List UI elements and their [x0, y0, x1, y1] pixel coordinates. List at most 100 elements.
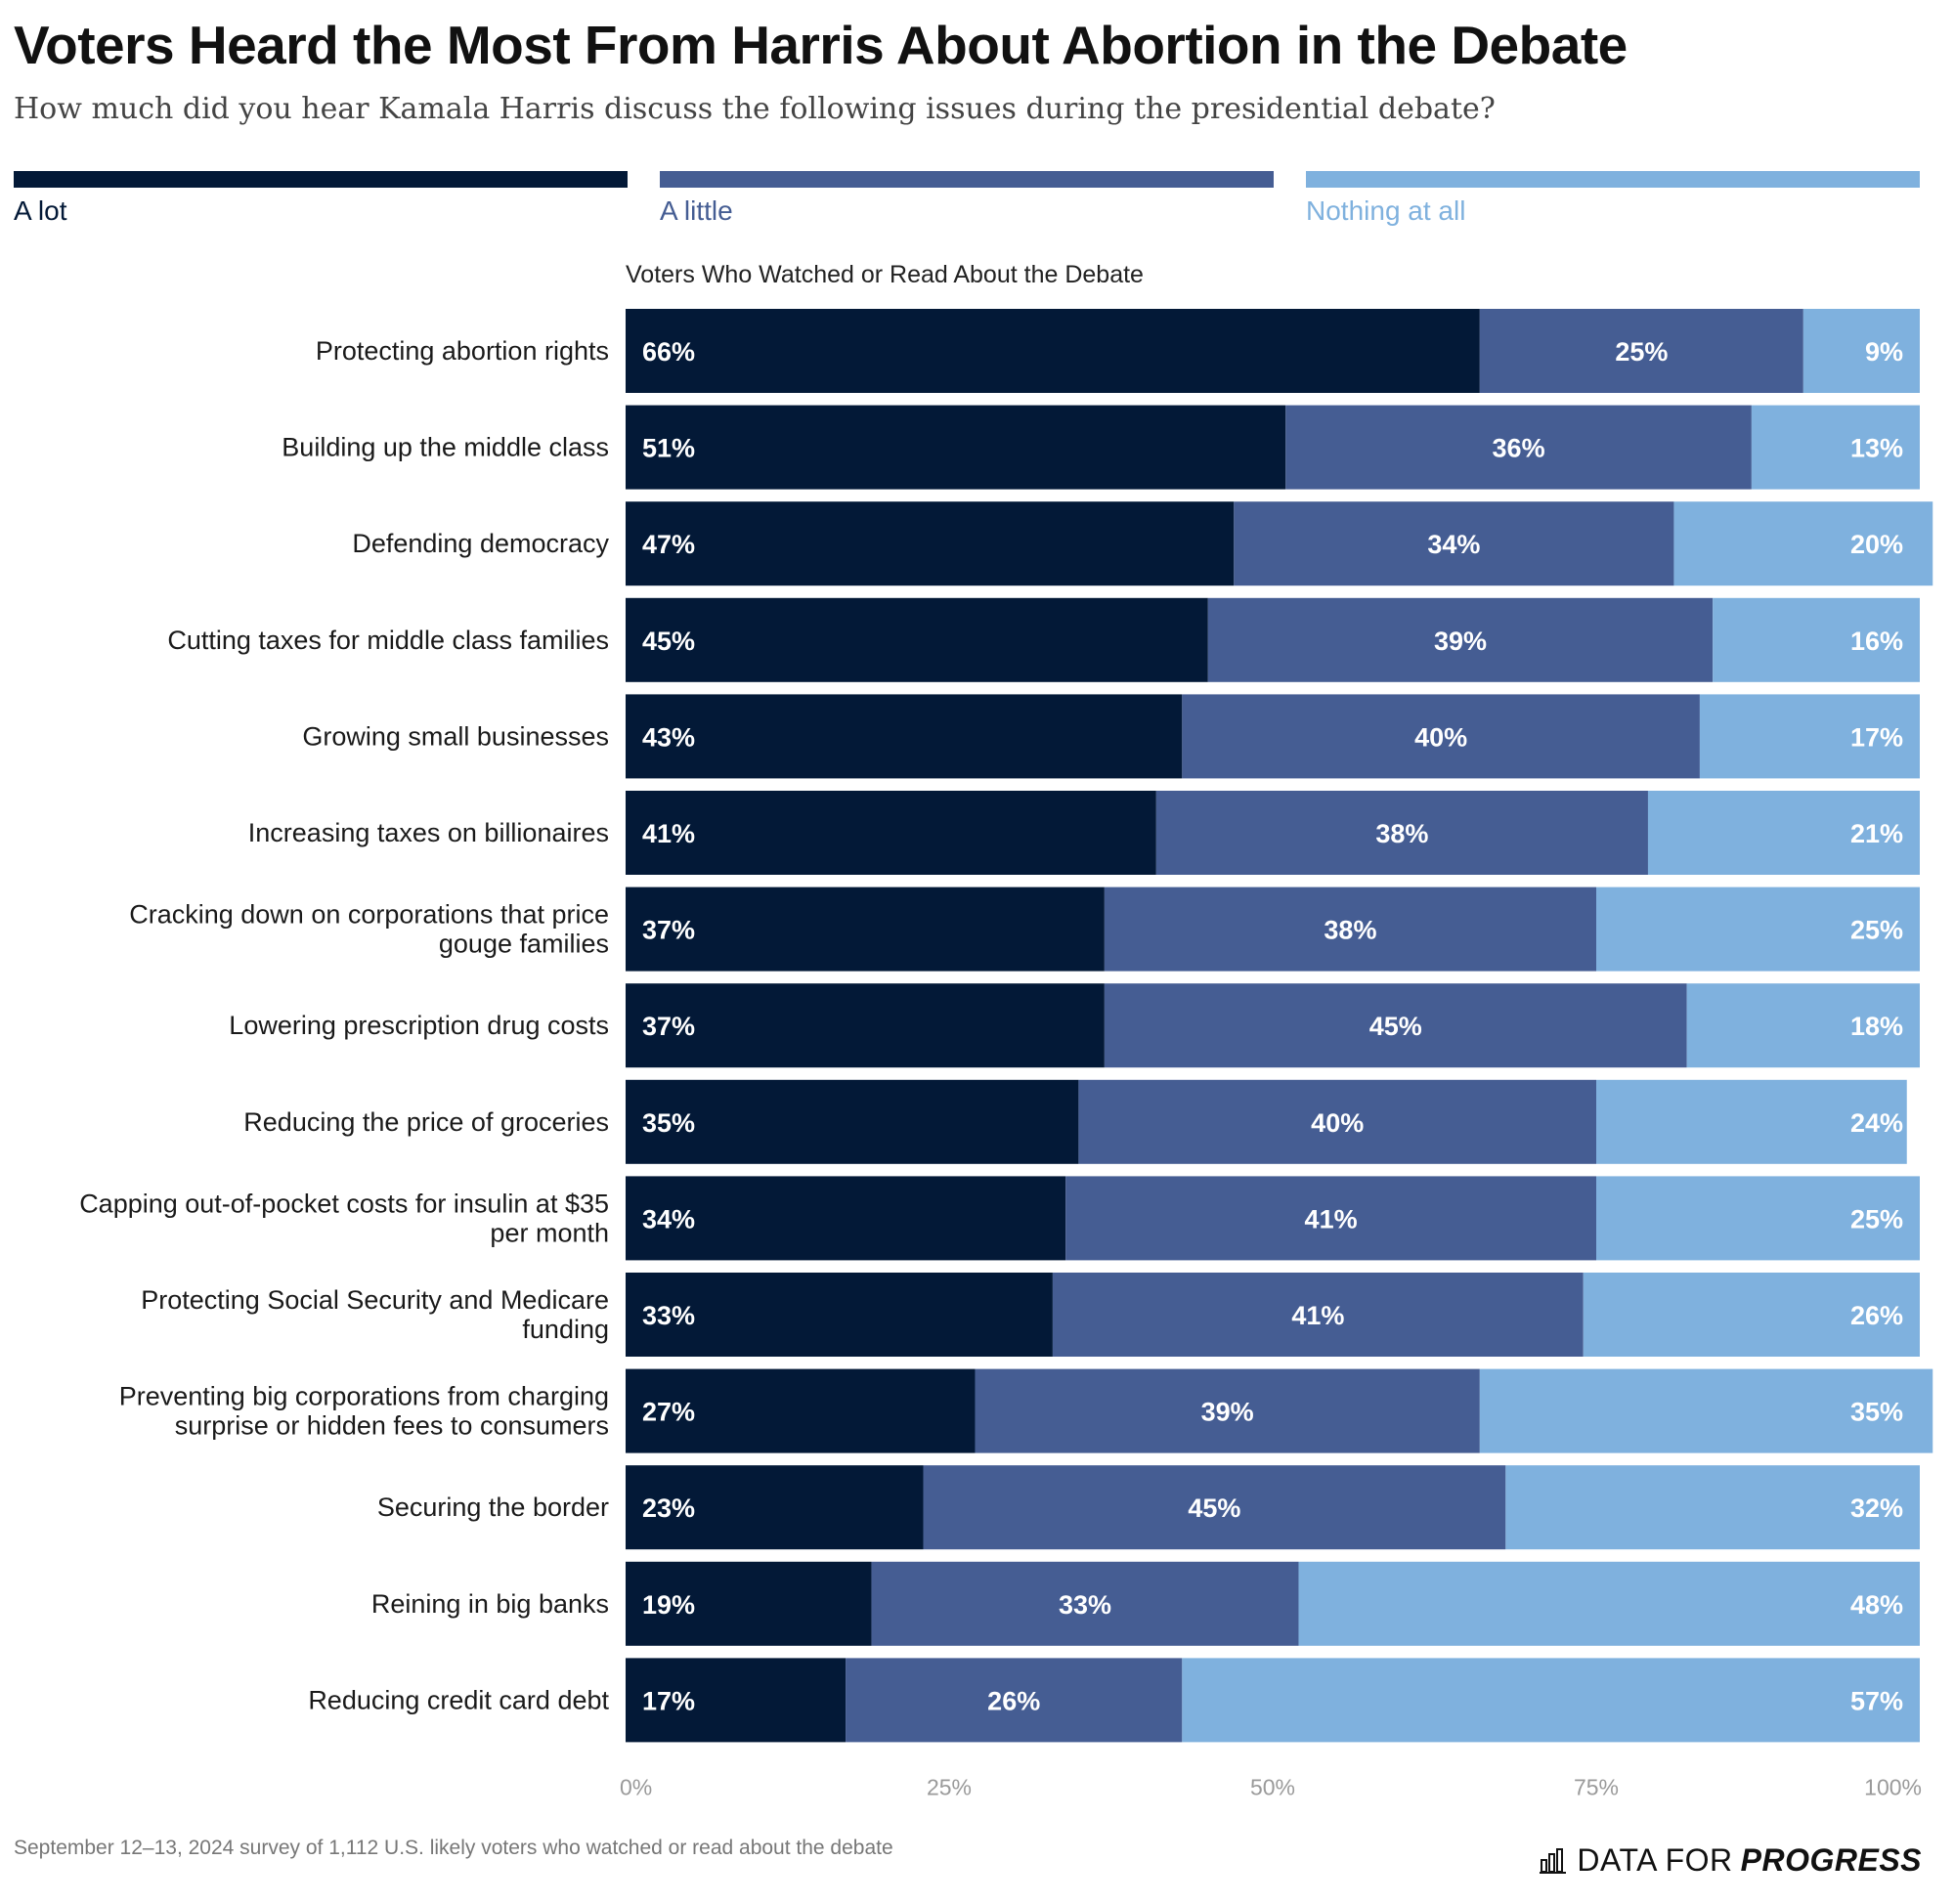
- category-label-cutting-taxes-for-middle-class-families: Cutting taxes for middle class families: [167, 626, 609, 655]
- legend-item-nothing-at-all: Nothing at all: [1306, 171, 1920, 227]
- bar-nothing-at-all-capping-out-of-pocket-costs-for-insulin-at-35-per-month: [1596, 1176, 1920, 1261]
- brand-text-data-for: DATA FOR: [1577, 1842, 1733, 1878]
- category-label-increasing-taxes-on-billionaires: Increasing taxes on billionaires: [248, 818, 609, 847]
- data-label-nothing-at-all-lowering-prescription-drug-costs: 18%: [1850, 1012, 1903, 1041]
- bar-chart-icon: [1540, 1847, 1567, 1874]
- data-label-a-little-reducing-the-price-of-groceries: 40%: [1311, 1108, 1364, 1138]
- data-label-a-little-protecting-abortion-rights: 25%: [1615, 337, 1668, 367]
- bar-a-lot-defending-democracy: [626, 501, 1235, 586]
- bar-a-little-protecting-social-security-and-medicare-funding: [1052, 1273, 1584, 1357]
- chart-subtitle: How much did you hear Kamala Harris disc…: [14, 92, 1496, 126]
- category-label-capping-out-of-pocket-costs-for-insulin-at-35-per-month: Capping out-of-pocket costs for insulin …: [79, 1189, 609, 1247]
- data-label-a-lot-building-up-the-middle-class: 51%: [642, 434, 695, 463]
- bar-a-lot-preventing-big-corporations-from-charging-surprise-or-hidden-fees-to-consumers: [626, 1368, 976, 1453]
- bar-a-little-increasing-taxes-on-billionaires: [1155, 791, 1648, 875]
- bar-a-little-reining-in-big-banks: [871, 1561, 1299, 1646]
- bar-a-lot-increasing-taxes-on-billionaires: [626, 791, 1156, 875]
- x-tick-label-50: 50%: [1250, 1774, 1295, 1799]
- legend-swatch-a-lot: [14, 171, 628, 188]
- data-label-a-little-securing-the-border: 45%: [1188, 1493, 1240, 1523]
- bar-a-little-preventing-big-corporations-from-charging-surprise-or-hidden-fees-to-consumers: [975, 1368, 1480, 1453]
- bar-a-lot-securing-the-border: [626, 1465, 924, 1550]
- data-label-a-little-defending-democracy: 34%: [1427, 530, 1480, 559]
- bar-nothing-at-all-reducing-credit-card-debt: [1182, 1658, 1920, 1743]
- data-label-a-little-cutting-taxes-for-middle-class-families: 39%: [1434, 627, 1487, 656]
- bar-a-lot-building-up-the-middle-class: [626, 405, 1286, 490]
- bar-nothing-at-all-building-up-the-middle-class: [1751, 405, 1920, 490]
- bar-a-little-lowering-prescription-drug-costs: [1104, 983, 1687, 1068]
- data-label-nothing-at-all-growing-small-businesses: 17%: [1850, 722, 1903, 752]
- category-label-growing-small-businesses: Growing small businesses: [302, 721, 609, 751]
- category-label-reining-in-big-banks: Reining in big banks: [371, 1589, 609, 1619]
- data-label-nothing-at-all-reining-in-big-banks: 48%: [1850, 1590, 1903, 1620]
- bar-a-lot-reducing-credit-card-debt: [626, 1658, 847, 1743]
- category-label-protecting-social-security-and-medicare-funding: Protecting Social Security and Medicare f…: [141, 1285, 609, 1344]
- stacked-bar-chart: Protecting abortion rights 66% 25% 9% Buildi…: [79, 309, 1933, 1799]
- category-label-defending-democracy: Defending democracy: [352, 529, 609, 558]
- x-tick-label-75: 75%: [1574, 1774, 1619, 1799]
- bar-a-lot-protecting-social-security-and-medicare-funding: [626, 1273, 1053, 1357]
- brand-logo: DATA FOR PROGRESS: [1540, 1842, 1922, 1879]
- bar-nothing-at-all-reducing-the-price-of-groceries: [1596, 1079, 1907, 1164]
- bar-a-lot-growing-small-businesses: [626, 694, 1183, 779]
- data-label-a-lot-capping-out-of-pocket-costs-for-insulin-at-35-per-month: 34%: [642, 1204, 695, 1233]
- data-label-a-little-preventing-big-corporations-from-charging-surprise-or-hidden-fees-to-consumers: 39%: [1201, 1398, 1254, 1427]
- category-label-lowering-prescription-drug-costs: Lowering prescription drug costs: [229, 1011, 609, 1040]
- bar-a-little-reducing-credit-card-debt: [846, 1658, 1183, 1743]
- bar-a-little-protecting-abortion-rights: [1479, 309, 1803, 393]
- data-label-a-little-capping-out-of-pocket-costs-for-insulin-at-35-per-month: 41%: [1305, 1204, 1358, 1233]
- bar-a-little-reducing-the-price-of-groceries: [1078, 1079, 1596, 1164]
- data-label-a-little-increasing-taxes-on-billionaires: 38%: [1375, 819, 1428, 848]
- category-label-reducing-the-price-of-groceries: Reducing the price of groceries: [243, 1107, 609, 1137]
- brand-text-progress: PROGRESS: [1740, 1842, 1922, 1878]
- data-label-nothing-at-all-securing-the-border: 32%: [1850, 1493, 1903, 1523]
- data-label-a-lot-growing-small-businesses: 43%: [642, 722, 695, 752]
- data-label-a-lot-increasing-taxes-on-billionaires: 41%: [642, 819, 695, 848]
- category-label-protecting-abortion-rights: Protecting abortion rights: [316, 336, 609, 366]
- legend-item-a-lot: A lot: [14, 171, 628, 227]
- bar-a-little-cracking-down-on-corporations-that-price-gouge-families: [1104, 887, 1596, 972]
- data-label-a-lot-protecting-abortion-rights: 66%: [642, 337, 695, 367]
- data-label-nothing-at-all-protecting-social-security-and-medicare-funding: 26%: [1850, 1301, 1903, 1330]
- data-label-a-lot-reducing-credit-card-debt: 17%: [642, 1686, 695, 1715]
- category-label-preventing-big-corporations-from-charging-surprise-or-hidden-fees-to-consumers: Preventing big corporations from chargin…: [119, 1382, 609, 1441]
- data-label-nothing-at-all-preventing-big-corporations-from-charging-surprise-or-hidden-fees-to-consumers: 35%: [1850, 1398, 1903, 1427]
- data-label-a-little-cracking-down-on-corporations-that-price-gouge-families: 38%: [1324, 916, 1376, 945]
- data-label-a-little-protecting-social-security-and-medicare-funding: 41%: [1291, 1301, 1344, 1330]
- bar-a-lot-reducing-the-price-of-groceries: [626, 1079, 1079, 1164]
- bar-nothing-at-all-protecting-abortion-rights: [1802, 309, 1920, 393]
- data-label-a-lot-defending-democracy: 47%: [642, 530, 695, 559]
- bar-nothing-at-all-protecting-social-security-and-medicare-funding: [1583, 1273, 1920, 1357]
- bar-a-lot-cutting-taxes-for-middle-class-families: [626, 597, 1208, 682]
- section-label: Voters Who Watched or Read About the Deb…: [626, 261, 1144, 288]
- bar-a-little-securing-the-border: [923, 1465, 1506, 1550]
- bar-a-little-defending-democracy: [1234, 501, 1674, 586]
- category-label-reducing-credit-card-debt: Reducing credit card debt: [308, 1685, 609, 1714]
- x-tick-label-100: 100%: [1864, 1774, 1922, 1799]
- bar-nothing-at-all-increasing-taxes-on-billionaires: [1647, 791, 1920, 875]
- bar-a-little-cutting-taxes-for-middle-class-families: [1207, 597, 1714, 682]
- legend-swatch-nothing-at-all: [1306, 171, 1920, 188]
- data-label-nothing-at-all-capping-out-of-pocket-costs-for-insulin-at-35-per-month: 25%: [1850, 1204, 1903, 1233]
- data-label-nothing-at-all-cracking-down-on-corporations-that-price-gouge-families: 25%: [1850, 916, 1903, 945]
- footnote: September 12–13, 2024 survey of 1,112 U.…: [14, 1837, 893, 1859]
- legend-item-a-little: A little: [660, 171, 1274, 227]
- data-label-nothing-at-all-cutting-taxes-for-middle-class-families: 16%: [1850, 627, 1903, 656]
- bar-nothing-at-all-defending-democracy: [1673, 501, 1933, 586]
- bar-a-lot-protecting-abortion-rights: [626, 309, 1480, 393]
- legend-label-a-lot: A lot: [14, 195, 67, 226]
- data-label-a-lot-cracking-down-on-corporations-that-price-gouge-families: 37%: [642, 916, 695, 945]
- bar-nothing-at-all-cracking-down-on-corporations-that-price-gouge-families: [1596, 887, 1920, 972]
- category-label-building-up-the-middle-class: Building up the middle class: [282, 433, 609, 462]
- legend-label-a-little: A little: [660, 195, 733, 226]
- bar-nothing-at-all-lowering-prescription-drug-costs: [1686, 983, 1920, 1068]
- category-label-securing-the-border: Securing the border: [377, 1493, 609, 1522]
- data-label-a-little-lowering-prescription-drug-costs: 45%: [1369, 1012, 1422, 1041]
- data-label-a-little-reducing-credit-card-debt: 26%: [987, 1686, 1040, 1715]
- bar-a-lot-lowering-prescription-drug-costs: [626, 983, 1105, 1068]
- data-label-a-little-reining-in-big-banks: 33%: [1059, 1590, 1111, 1620]
- bar-a-little-building-up-the-middle-class: [1285, 405, 1752, 490]
- data-label-a-little-growing-small-businesses: 40%: [1414, 722, 1467, 752]
- data-label-nothing-at-all-defending-democracy: 20%: [1850, 530, 1903, 559]
- bar-a-lot-reining-in-big-banks: [626, 1561, 872, 1646]
